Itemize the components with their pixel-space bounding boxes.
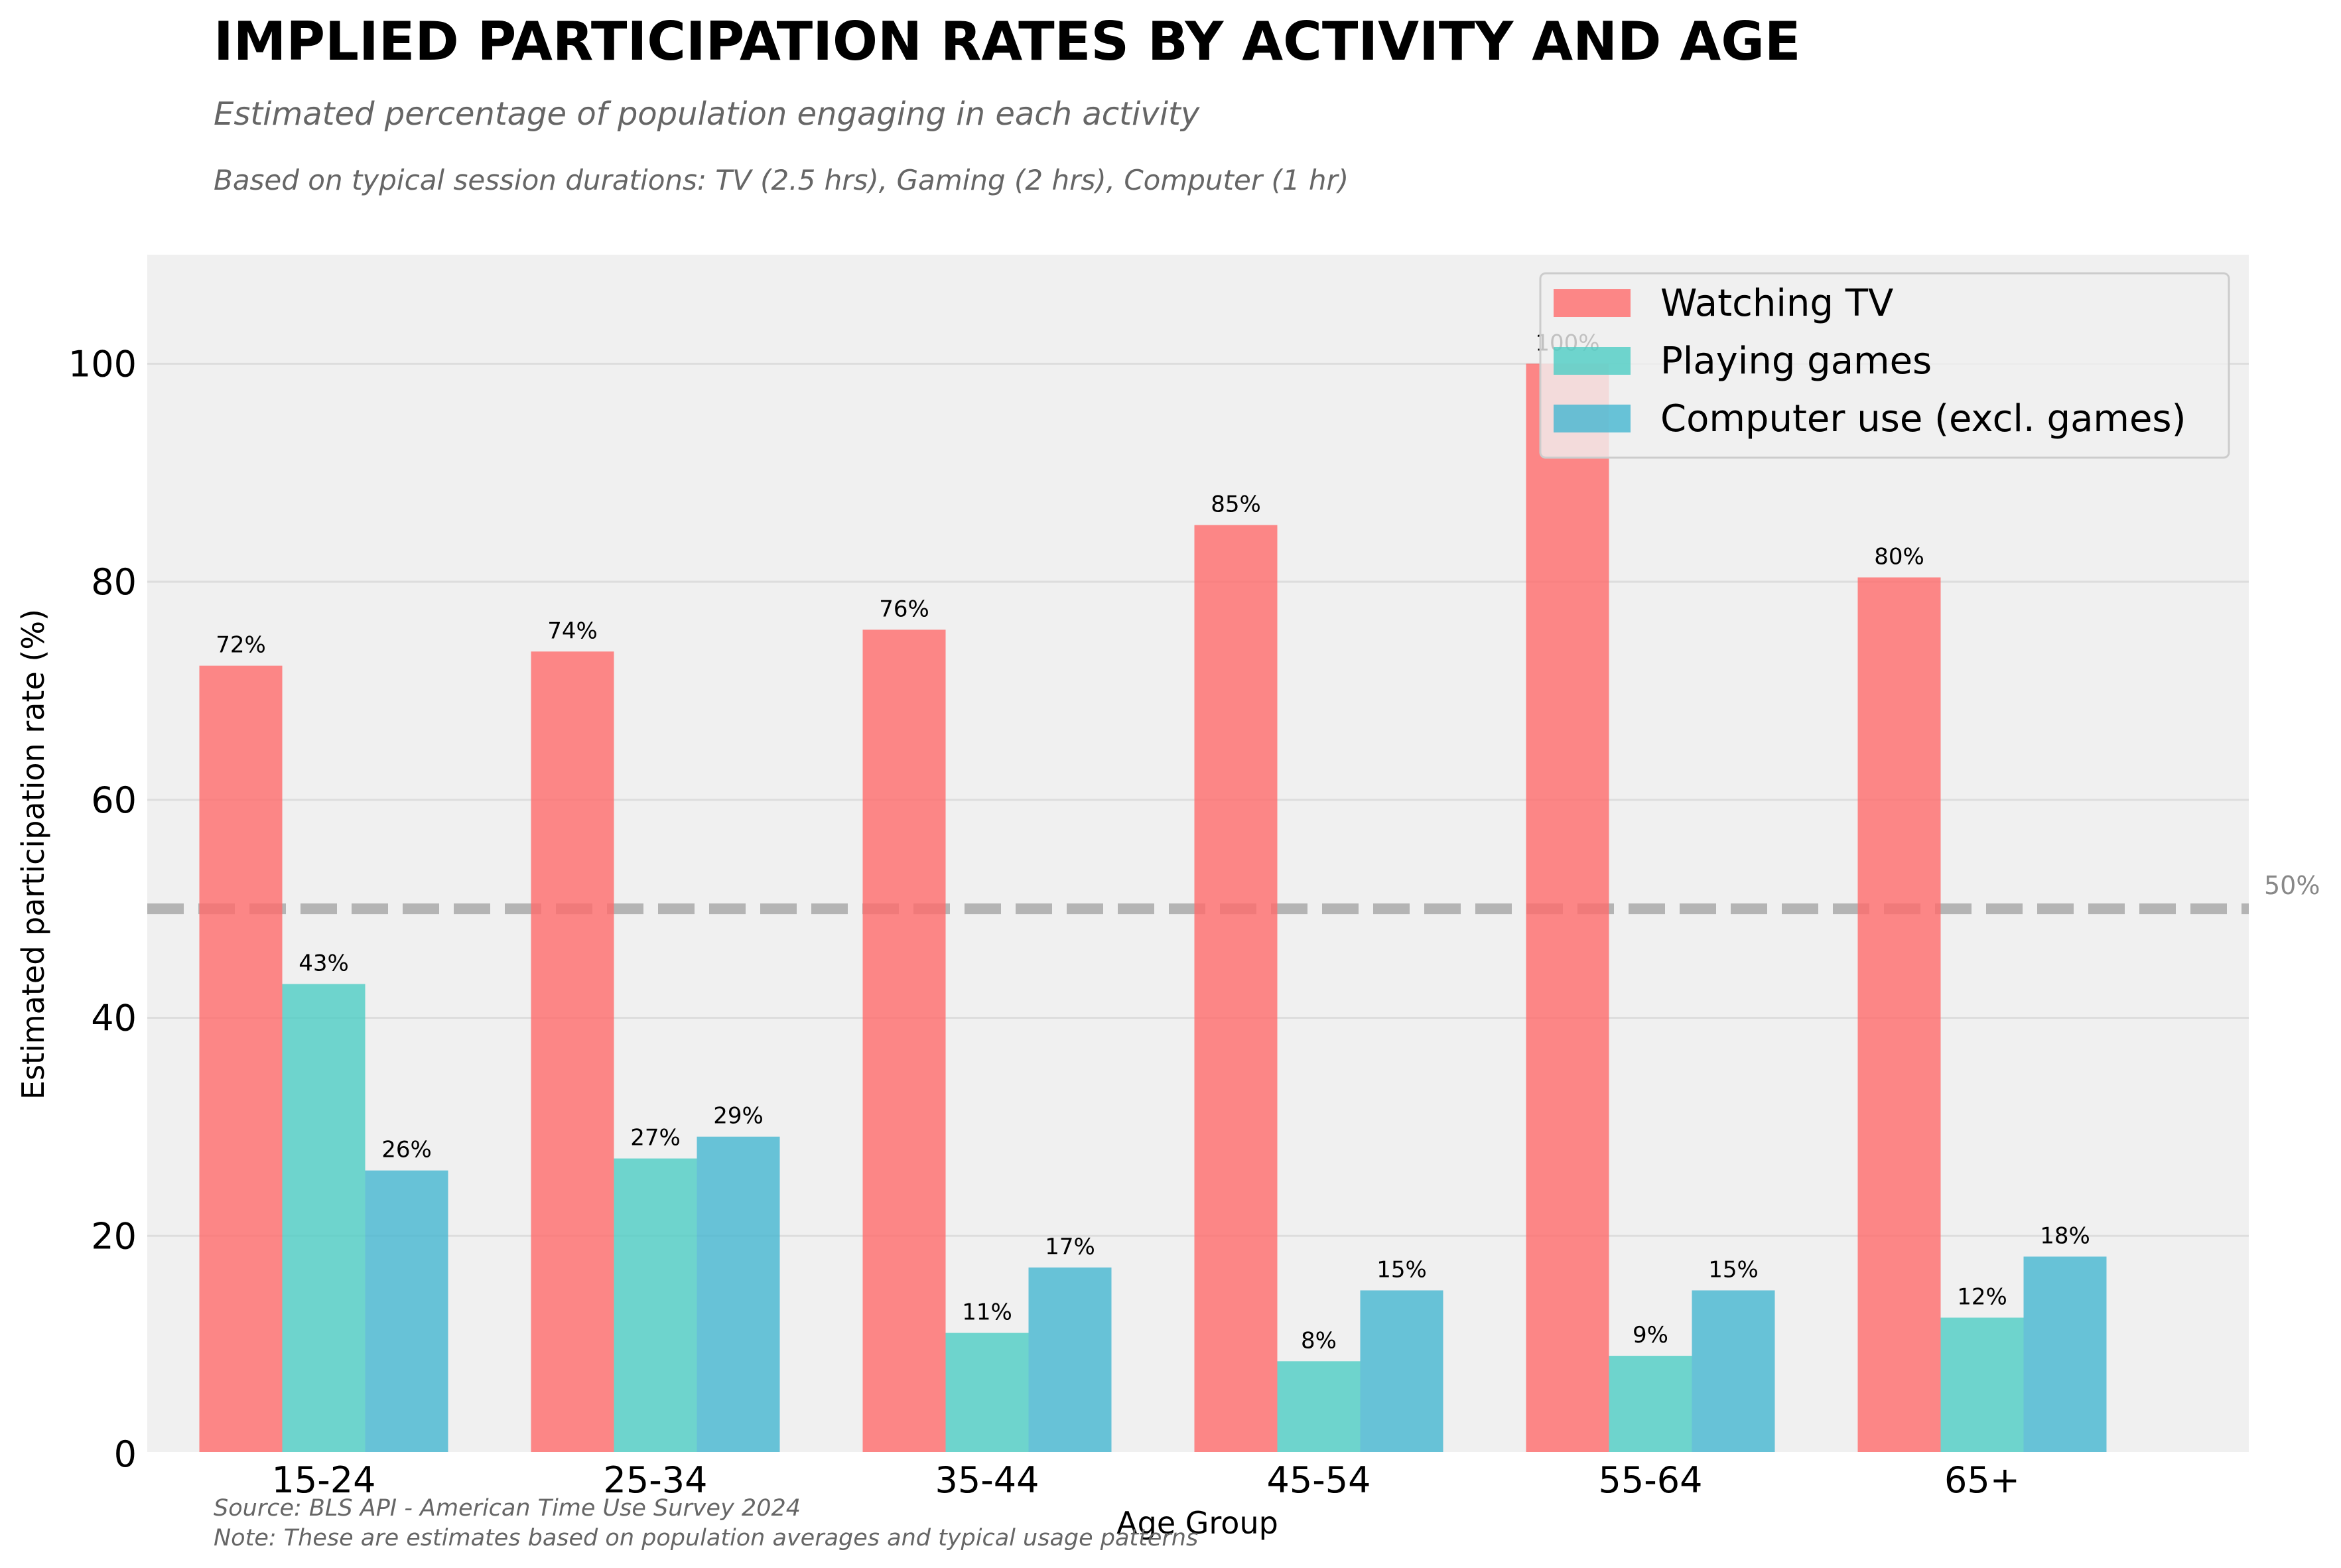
bar [2023,1256,2107,1454]
x-tick-label: 35-44 [935,1459,1039,1501]
bar [1940,1317,2024,1454]
chart-subtitle: Estimated percentage of population engag… [214,96,1200,133]
y-tick-label: 100 [68,343,137,385]
bar-value-label: 12% [1957,1284,2007,1311]
bar-value-label: 76% [879,596,929,622]
bar-value-label: 72% [216,632,266,659]
x-tick-label: 65+ [1944,1459,2020,1501]
y-tick-label: 40 [91,998,137,1039]
bar-value-label: 11% [962,1299,1012,1326]
bar-value-label: 15% [1376,1256,1427,1283]
bar [1028,1267,1112,1454]
bar-value-label: 17% [1045,1234,1095,1260]
y-axis-label: Estimated participation rate (%) [15,609,51,1100]
y-tick-label: 20 [91,1215,137,1257]
x-tick-labels: 15-24 25-34 35-44 45-54 55-64 65+ [272,1459,2020,1501]
y-tick-labels: 0 20 40 60 80 100 [68,343,137,1475]
footnote: Note: These are estimates based on popul… [214,1525,1198,1551]
legend-label: Computer use (excl. games) [1660,397,2186,440]
bar-value-label: 74% [547,618,598,644]
x-tick-label: 55-64 [1599,1459,1703,1501]
bar [1692,1290,1775,1454]
bar-value-label: 15% [1708,1256,1759,1283]
bar [1194,525,1278,1454]
bar [365,1170,448,1454]
legend-swatch [1554,347,1631,375]
x-tick-label: 15-24 [272,1459,376,1501]
bar [1609,1356,1692,1454]
bar [199,665,283,1454]
x-axis-label: Age Group [1116,1505,1278,1541]
legend: Watching TV Playing games Computer use (ex… [1539,272,2230,459]
bar [862,629,946,1454]
chart-title: IMPLIED PARTICIPATION RATES BY ACTIVITY … [214,11,1801,72]
legend-swatch [1554,289,1631,317]
y-tick-label: 80 [91,561,137,603]
bar [531,651,614,1454]
bar [1360,1290,1443,1454]
bar-value-label: 43% [299,950,349,977]
bar-value-label: 85% [1211,491,1261,518]
legend-label: Playing games [1660,340,1932,383]
reference-line-label: 50% [2264,871,2320,900]
bar [282,984,366,1454]
bars [199,363,2107,1454]
bar [697,1136,780,1454]
bar-value-label: 80% [1874,544,1924,570]
bar [1857,577,1941,1454]
bar-value-label: 26% [381,1137,432,1163]
legend-swatch [1554,405,1631,432]
bar-value-label: 18% [2040,1223,2090,1250]
bar-value-label: 27% [630,1125,681,1151]
bar-value-label: 9% [1633,1322,1668,1348]
source-note: Source: BLS API - American Time Use Surv… [214,1495,801,1522]
legend-label: Watching TV [1660,282,1893,325]
y-tick-label: 60 [91,779,137,821]
legend-box [1539,272,2230,459]
chart-note: Based on typical session durations: TV (… [214,164,1349,196]
x-tick-label: 45-54 [1267,1459,1371,1501]
bar [1277,1361,1361,1454]
bar [945,1333,1029,1454]
y-tick-label: 0 [114,1433,137,1475]
bar [614,1158,697,1454]
x-tick-label: 25-34 [604,1459,708,1501]
bar-value-label: 29% [713,1103,764,1130]
bar-value-label: 8% [1301,1327,1337,1354]
bar [1526,363,1609,1454]
